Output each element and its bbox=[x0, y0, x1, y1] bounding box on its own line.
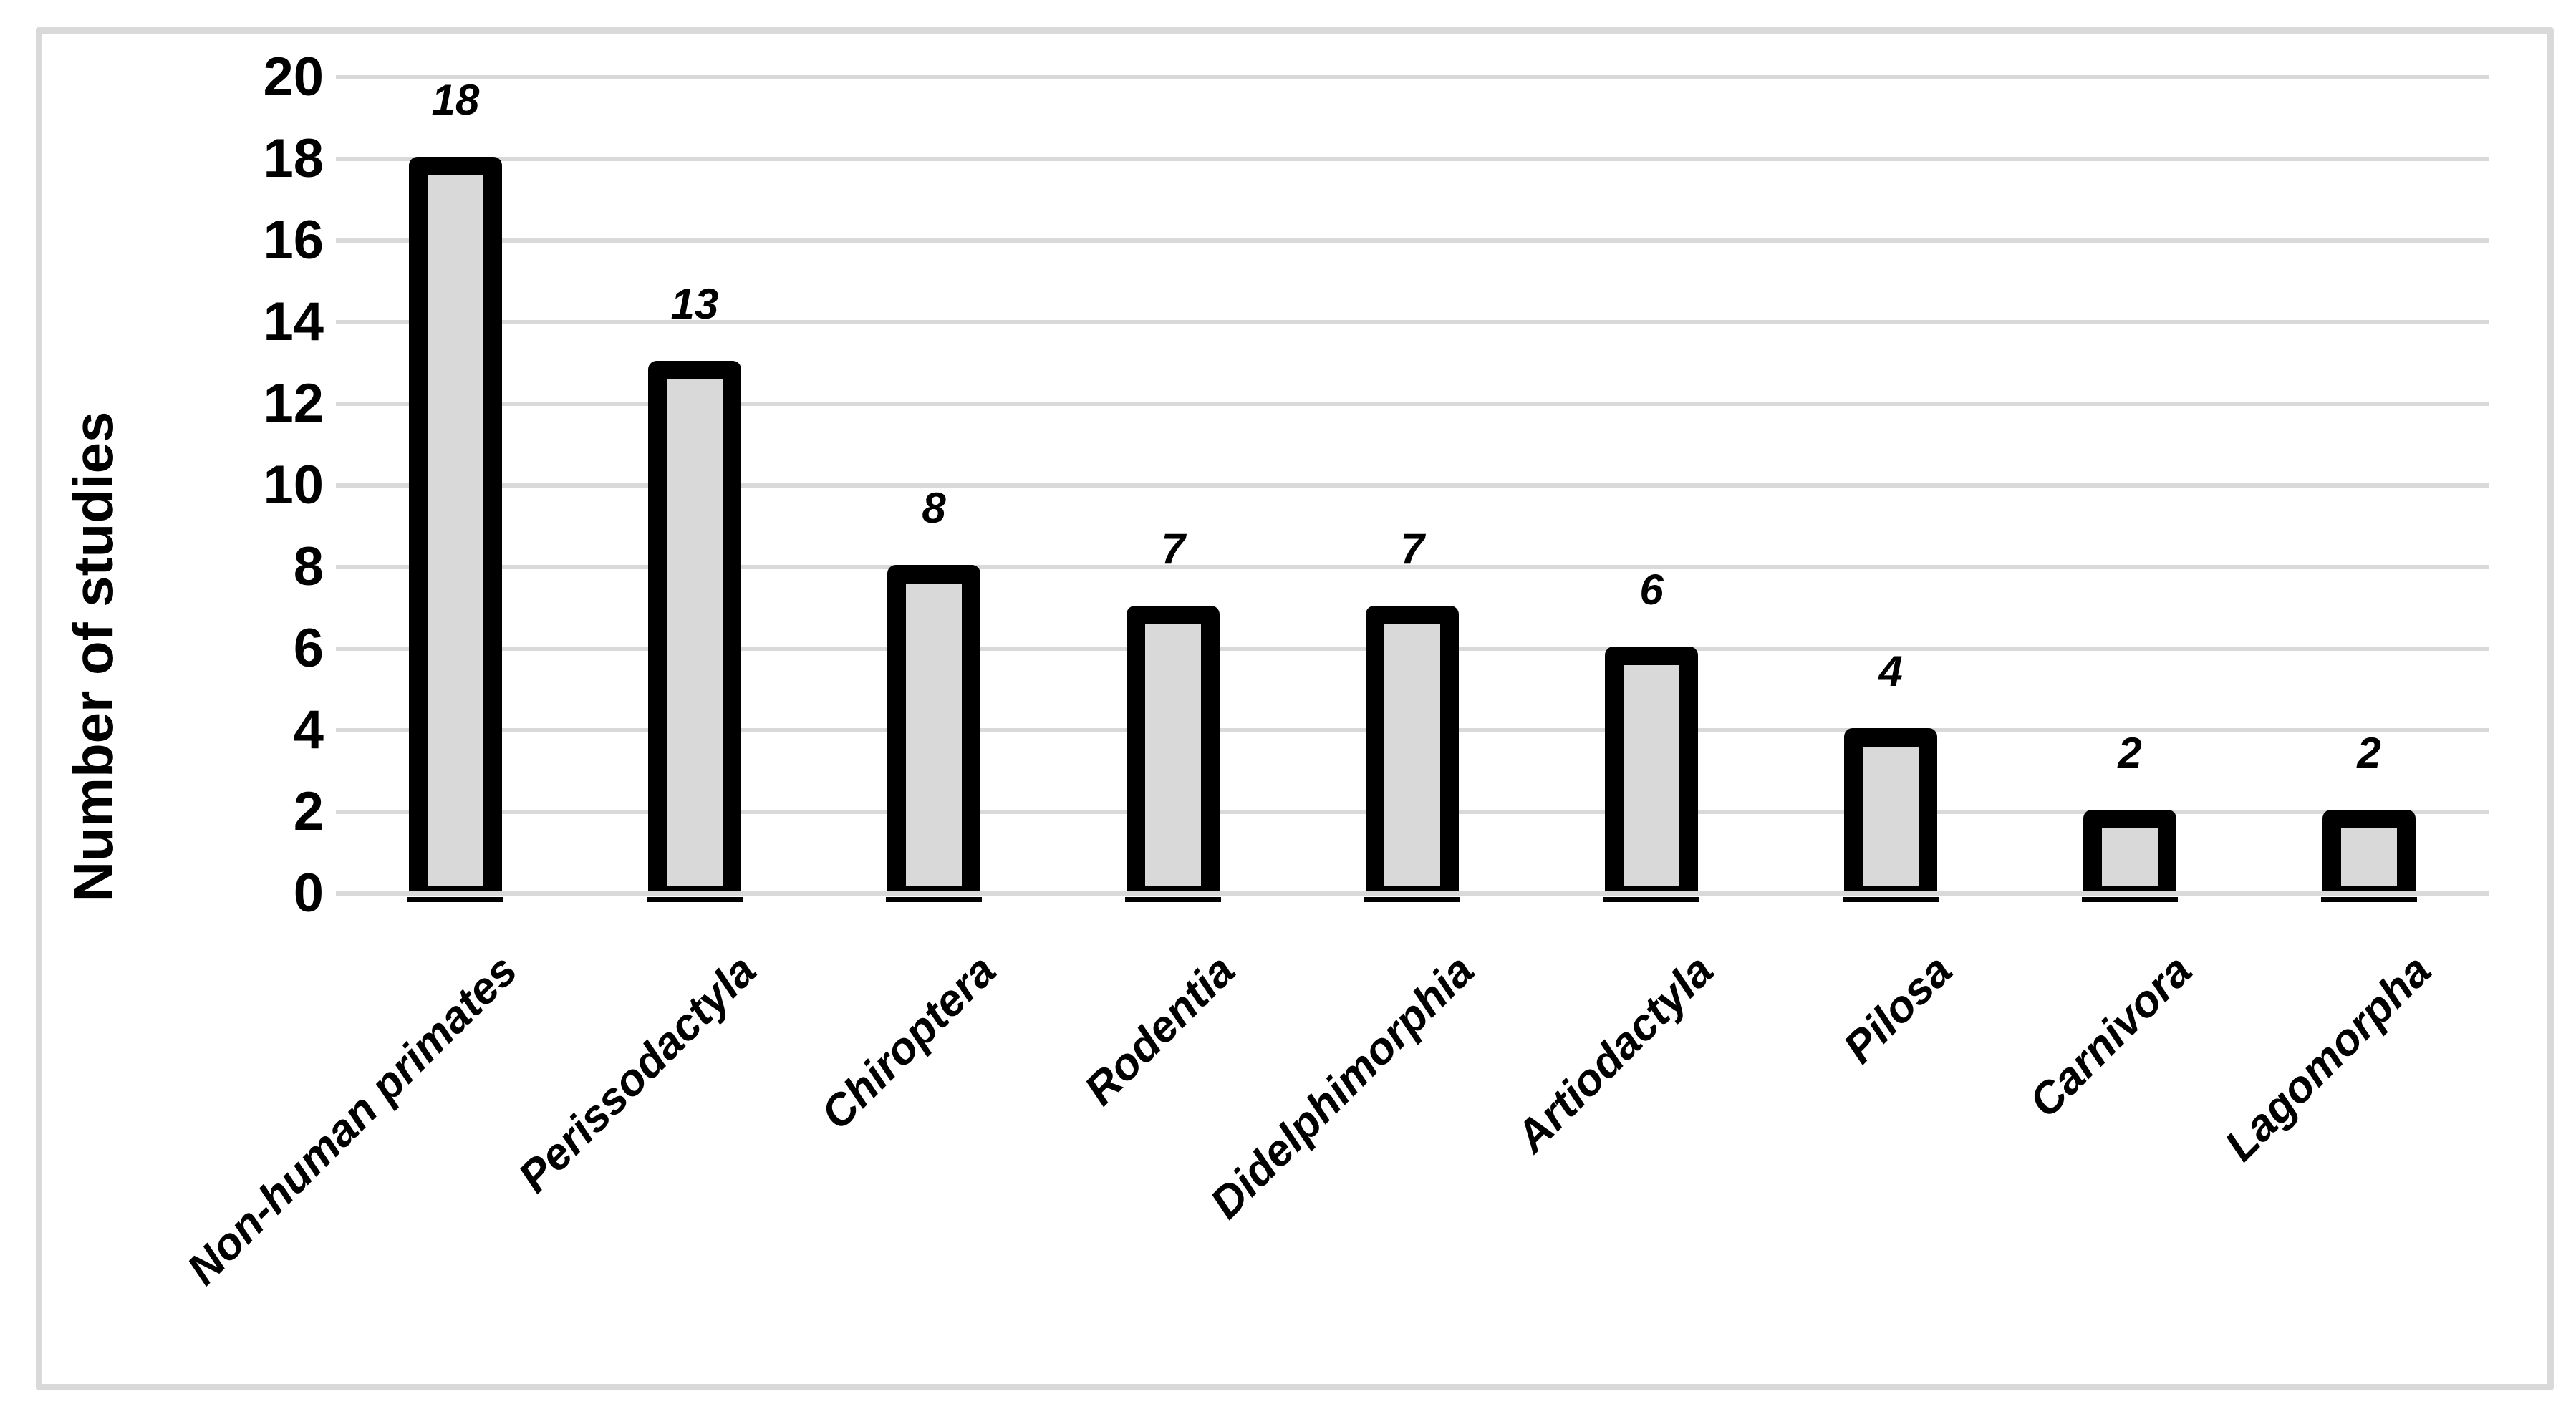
gridline bbox=[336, 402, 2489, 406]
gridline bbox=[336, 75, 2489, 79]
x-tick bbox=[1843, 897, 1939, 902]
x-tick bbox=[1364, 897, 1460, 902]
bar bbox=[409, 157, 502, 891]
gridline bbox=[336, 238, 2489, 243]
bar-value-label: 2 bbox=[2118, 729, 2142, 777]
x-tick bbox=[886, 897, 982, 902]
bar-value-label: 18 bbox=[431, 76, 480, 124]
x-category-label-text: Chiroptera bbox=[811, 945, 1005, 1140]
x-category-label-text: Didelphimorphia bbox=[1200, 945, 1484, 1229]
bar bbox=[1844, 728, 1937, 891]
x-category-label-text: Lagomorpha bbox=[2215, 945, 2441, 1171]
x-tick bbox=[407, 897, 503, 902]
gridline bbox=[336, 320, 2489, 324]
gridline bbox=[336, 565, 2489, 569]
y-tick-label: 8 bbox=[293, 536, 324, 597]
bar bbox=[1605, 647, 1698, 891]
bar-value-label: 13 bbox=[670, 280, 719, 328]
y-tick-label: 12 bbox=[263, 373, 324, 434]
bar-value-label: 2 bbox=[2357, 729, 2381, 777]
bar-value-label: 6 bbox=[1639, 566, 1664, 614]
y-tick-label: 18 bbox=[263, 128, 324, 189]
x-category-label-text: Carnivora bbox=[2020, 945, 2201, 1128]
y-tick-label: 16 bbox=[263, 210, 324, 271]
bar-value-label: 7 bbox=[1400, 525, 1424, 573]
bar bbox=[1127, 606, 1220, 891]
x-category-label-text: Perissodactyla bbox=[509, 945, 766, 1203]
y-tick-label: 20 bbox=[263, 47, 324, 107]
x-category-label-text: Rodentia bbox=[1075, 945, 1245, 1115]
x-tick bbox=[2321, 897, 2417, 902]
y-tick-label: 0 bbox=[293, 863, 324, 924]
y-tick-label: 2 bbox=[293, 781, 324, 842]
bar-value-label: 8 bbox=[922, 484, 946, 532]
x-tick bbox=[1125, 897, 1221, 902]
y-tick-label: 14 bbox=[263, 291, 324, 352]
bar bbox=[648, 361, 741, 891]
x-category-label-text: Non-human primates bbox=[178, 945, 527, 1294]
y-tick-label: 10 bbox=[263, 455, 324, 515]
bar bbox=[2322, 810, 2416, 891]
x-tick bbox=[647, 897, 743, 902]
bar-value-label: 4 bbox=[1878, 647, 1903, 695]
bar-value-label: 7 bbox=[1161, 525, 1185, 573]
x-axis-line bbox=[336, 891, 2489, 896]
gridline bbox=[336, 157, 2489, 161]
bar bbox=[1366, 606, 1459, 891]
x-category-label-text: Artiodactyla bbox=[1506, 945, 1723, 1162]
y-tick-label: 4 bbox=[293, 699, 324, 760]
x-category-label-text: Pilosa bbox=[1834, 945, 1962, 1073]
gridline bbox=[336, 483, 2489, 488]
x-tick bbox=[2082, 897, 2178, 902]
x-tick bbox=[1603, 897, 1699, 902]
bar bbox=[887, 565, 980, 891]
bar bbox=[2083, 810, 2176, 891]
y-tick-label: 6 bbox=[293, 618, 324, 679]
